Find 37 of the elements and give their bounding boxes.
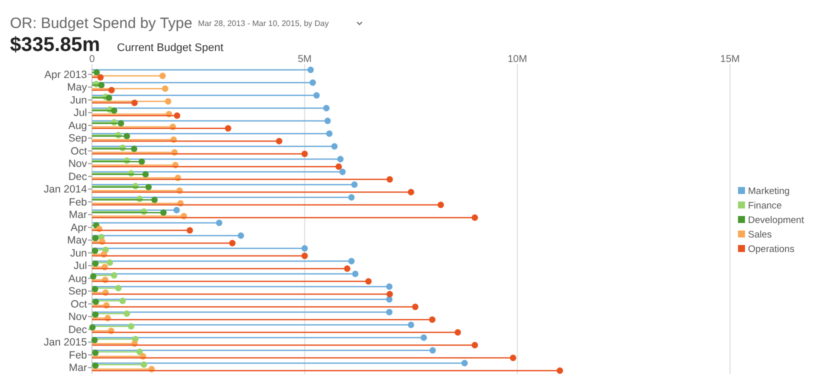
y-tick-label: Sep: [68, 132, 88, 145]
text: $335.85m: [10, 34, 100, 56]
y-tick-label: Mar: [68, 362, 88, 374]
y-tick-label: Jan 2014: [44, 184, 88, 196]
x-tick-label: 5M: [298, 54, 312, 65]
legend-label: Finance: [748, 200, 782, 212]
y-tick-label: Feb: [68, 349, 88, 362]
legend-label: Marketing: [748, 186, 790, 197]
y-tick-label: Oct: [70, 145, 88, 158]
y-tick-label: Dec: [68, 324, 87, 336]
chart-title: OR: Budget Spend by Type: [10, 15, 192, 32]
y-tick-label: Dec: [68, 170, 87, 183]
y-tick-label: Aug: [68, 272, 88, 285]
y-tick-label: Apr 2013: [44, 68, 88, 81]
chart-subtitle: Mar 28, 2013 - Mar 10, 2015, by Day: [198, 19, 329, 28]
legend-label: Operations: [748, 244, 795, 255]
y-tick-label: Feb: [68, 196, 88, 208]
y-tick-label: Nov: [68, 158, 88, 170]
y-tick-label: Aug: [68, 120, 88, 132]
y-tick-label: Nov: [68, 311, 88, 324]
y-tick-label: Mar: [68, 209, 88, 222]
y-tick-label: Jul: [74, 107, 87, 120]
y-tick-label: Jun: [70, 94, 88, 106]
x-tick-label: 0: [89, 54, 96, 65]
y-tick-label: Jun: [70, 247, 88, 260]
y-tick-label: Oct: [70, 298, 88, 310]
y-tick-label: Jul: [74, 260, 87, 272]
x-tick-label: 10M: [508, 54, 528, 65]
y-tick-label: Jan 2015: [44, 336, 88, 349]
legend-label: Development: [748, 215, 804, 226]
y-tick-label: Apr: [70, 222, 88, 234]
y-tick-label: May: [67, 82, 88, 94]
y-tick-label: Sep: [68, 286, 88, 298]
text: Current Budget Spent: [117, 42, 224, 54]
x-tick-label: 15M: [720, 54, 740, 65]
legend-label: Sales: [748, 230, 772, 240]
y-tick-label: May: [67, 234, 88, 247]
